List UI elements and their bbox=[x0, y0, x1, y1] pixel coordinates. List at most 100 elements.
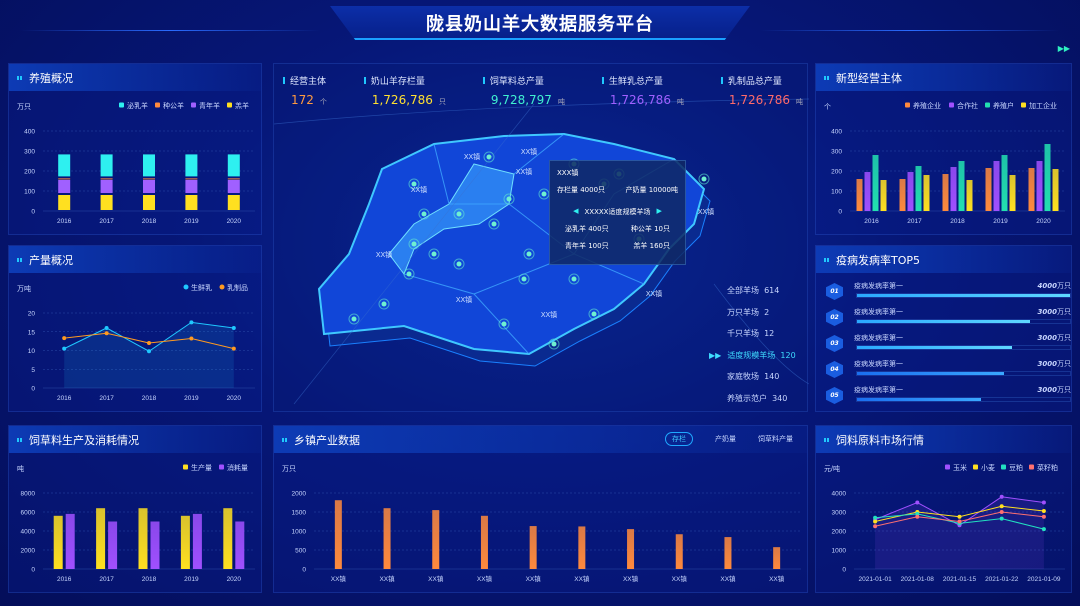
legend-label[interactable]: 羔羊 bbox=[235, 101, 249, 110]
bar[interactable] bbox=[65, 513, 75, 569]
bar[interactable] bbox=[108, 521, 118, 570]
map-pin-icon[interactable] bbox=[418, 208, 430, 220]
tab-feed[interactable]: 饲草料产量 bbox=[758, 435, 793, 443]
bar-segment[interactable] bbox=[143, 195, 155, 210]
bar-segment[interactable] bbox=[143, 178, 155, 180]
data-point[interactable] bbox=[1041, 514, 1046, 519]
data-point[interactable] bbox=[1041, 509, 1046, 514]
bar[interactable] bbox=[192, 513, 202, 569]
farm-stat-item[interactable]: 养殖示范户 340 bbox=[727, 393, 796, 415]
bar-segment[interactable] bbox=[143, 180, 155, 193]
map-pin-icon[interactable] bbox=[503, 193, 515, 205]
map-pin-icon[interactable] bbox=[408, 178, 420, 190]
bar-segment[interactable] bbox=[227, 154, 240, 177]
map-pin-icon[interactable] bbox=[408, 238, 420, 250]
bar[interactable] bbox=[223, 508, 233, 569]
bar[interactable] bbox=[993, 161, 1000, 211]
legend-label[interactable]: 菜籽粕 bbox=[1037, 463, 1058, 472]
bar[interactable] bbox=[675, 534, 683, 569]
map-pin-icon[interactable] bbox=[488, 218, 500, 230]
bar[interactable] bbox=[138, 508, 148, 569]
bar[interactable] bbox=[915, 166, 922, 211]
bar[interactable] bbox=[1044, 144, 1051, 211]
data-point[interactable] bbox=[1041, 500, 1046, 505]
bar[interactable] bbox=[907, 172, 914, 211]
bar-segment[interactable] bbox=[100, 195, 113, 210]
data-point[interactable] bbox=[873, 519, 878, 524]
expand-icon[interactable]: ▶▶ bbox=[1057, 44, 1070, 53]
farm-stat-item[interactable]: ▶▶ 适度规模羊场 120 bbox=[709, 350, 796, 372]
bar-segment[interactable] bbox=[227, 178, 240, 180]
bar-segment[interactable] bbox=[185, 195, 198, 210]
bar[interactable] bbox=[627, 529, 635, 569]
data-point[interactable] bbox=[999, 510, 1004, 514]
data-point[interactable] bbox=[999, 516, 1004, 521]
data-point[interactable] bbox=[915, 500, 920, 505]
farm-stat-item[interactable]: 家庭牧场 140 bbox=[727, 371, 796, 393]
data-point[interactable] bbox=[231, 326, 236, 330]
bar[interactable] bbox=[578, 526, 586, 569]
data-point[interactable] bbox=[999, 504, 1004, 509]
map-pin-icon[interactable] bbox=[568, 273, 580, 285]
bar[interactable] bbox=[1036, 161, 1043, 211]
map-pin-icon[interactable] bbox=[523, 248, 535, 260]
bar[interactable] bbox=[1052, 169, 1059, 211]
prev-arrow-icon[interactable]: ◀ bbox=[573, 207, 579, 215]
bar[interactable] bbox=[180, 515, 190, 569]
legend-label[interactable]: 消耗量 bbox=[227, 463, 248, 472]
bar-segment[interactable] bbox=[185, 178, 198, 180]
bar[interactable] bbox=[334, 500, 342, 569]
bar-segment[interactable] bbox=[58, 178, 71, 180]
map-pin-icon[interactable] bbox=[428, 248, 440, 260]
bar[interactable] bbox=[942, 174, 949, 211]
bar[interactable] bbox=[872, 155, 879, 211]
bar[interactable] bbox=[1028, 168, 1035, 211]
bar[interactable] bbox=[150, 521, 160, 570]
map-pin-icon[interactable] bbox=[348, 313, 360, 325]
bar-segment[interactable] bbox=[185, 154, 198, 177]
farm-stat-item[interactable]: 全部羊场 614 bbox=[727, 285, 796, 307]
legend-label[interactable]: 养殖企业 bbox=[913, 101, 941, 110]
data-point[interactable] bbox=[999, 494, 1004, 499]
bar-segment[interactable] bbox=[100, 154, 113, 177]
bar[interactable] bbox=[958, 161, 965, 211]
bar[interactable] bbox=[432, 510, 440, 569]
bar-segment[interactable] bbox=[185, 180, 198, 193]
bar[interactable] bbox=[480, 515, 488, 569]
bar[interactable] bbox=[724, 537, 732, 569]
legend-label[interactable]: 小麦 bbox=[981, 463, 995, 472]
data-point[interactable] bbox=[104, 331, 109, 336]
data-point[interactable] bbox=[231, 346, 236, 351]
legend-label[interactable]: 种公羊 bbox=[163, 101, 184, 110]
bar[interactable] bbox=[235, 521, 245, 570]
map-pin-icon[interactable] bbox=[483, 151, 495, 163]
data-point[interactable] bbox=[873, 524, 878, 529]
bar[interactable] bbox=[1009, 175, 1016, 211]
legend-label[interactable]: 乳制品 bbox=[227, 283, 248, 292]
map-pin-icon[interactable] bbox=[453, 208, 465, 220]
bar-segment[interactable] bbox=[100, 178, 113, 180]
map-pin-icon[interactable] bbox=[518, 273, 530, 285]
bar[interactable] bbox=[383, 508, 391, 569]
data-point[interactable] bbox=[62, 336, 67, 341]
bar[interactable] bbox=[985, 168, 992, 211]
next-arrow-icon[interactable]: ▶ bbox=[656, 207, 662, 215]
legend-label[interactable]: 生产量 bbox=[191, 463, 212, 472]
legend-label[interactable]: 泌乳羊 bbox=[127, 101, 148, 110]
data-point[interactable] bbox=[189, 336, 194, 341]
legend-label[interactable]: 加工企业 bbox=[1029, 101, 1057, 110]
bar-segment[interactable] bbox=[227, 195, 240, 210]
data-point[interactable] bbox=[915, 514, 920, 519]
bar[interactable] bbox=[950, 167, 957, 211]
bar[interactable] bbox=[864, 172, 871, 211]
map-pin-icon[interactable] bbox=[588, 308, 600, 320]
legend-label[interactable]: 生鲜乳 bbox=[191, 283, 212, 292]
bar[interactable] bbox=[856, 179, 863, 211]
bar[interactable] bbox=[529, 526, 537, 569]
bar-segment[interactable] bbox=[58, 195, 71, 210]
map-pin-icon[interactable] bbox=[548, 338, 560, 350]
bar[interactable] bbox=[773, 547, 781, 569]
map-pin-icon[interactable] bbox=[498, 318, 510, 330]
data-point[interactable] bbox=[104, 326, 109, 330]
bar[interactable] bbox=[1001, 155, 1008, 211]
